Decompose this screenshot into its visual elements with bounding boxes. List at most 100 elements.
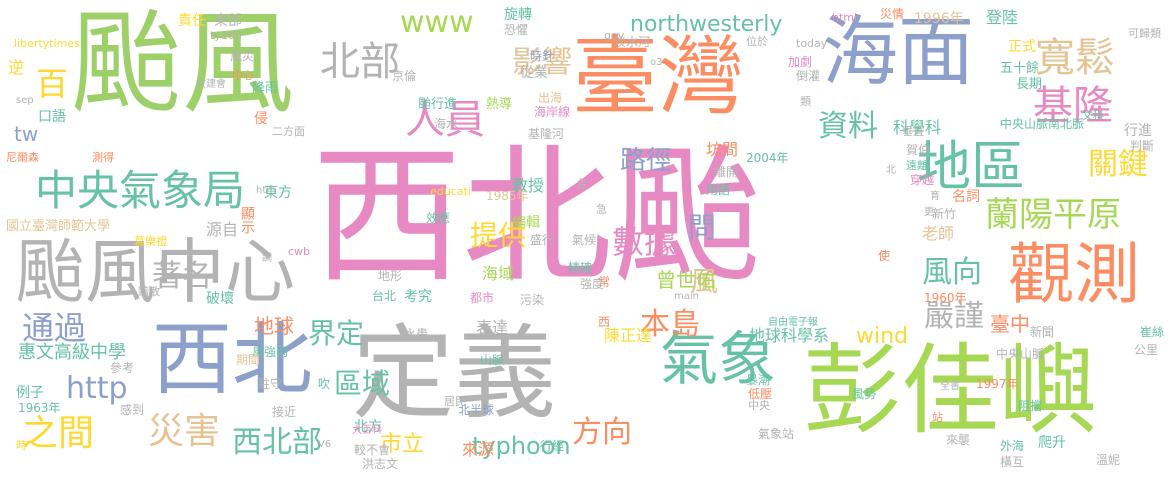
word: 更 <box>924 207 934 218</box>
word: 影響 <box>512 45 572 80</box>
word: typhoon <box>472 432 571 460</box>
word: 穿越 <box>910 173 935 187</box>
word: 居民 <box>444 395 466 408</box>
word: 氣象站 <box>758 427 795 441</box>
word: 1985年 <box>486 189 529 203</box>
word: 地球科學系 <box>749 326 830 345</box>
word: 精確 <box>568 261 593 275</box>
word: 風強雨 <box>252 345 289 359</box>
word: northwesterly <box>630 12 783 37</box>
word: gov <box>604 29 625 42</box>
word: 新聞 <box>1030 325 1055 339</box>
word: 北 <box>886 165 896 176</box>
word: 暴潮 <box>746 373 771 387</box>
word: 氣候 <box>572 233 597 247</box>
word: 人員 <box>405 97 485 143</box>
word: 表達 <box>476 318 509 337</box>
word: 山脈 <box>480 353 505 367</box>
word: 中央山脈 <box>996 347 1045 361</box>
word: 用語 <box>706 183 731 197</box>
word: tw <box>14 122 39 146</box>
word: 自由電子報 <box>768 317 818 328</box>
word: 陳正達 <box>604 326 653 345</box>
word: 颱風 <box>70 0 294 129</box>
word: 來襲 <box>946 433 971 447</box>
word: 國立臺灣師範大學 <box>6 219 111 234</box>
word: 海水 <box>434 117 459 131</box>
word: 全書 <box>940 381 960 392</box>
word: V6 <box>318 439 332 450</box>
word: 葛樂禮 <box>134 235 167 248</box>
word: 使 <box>878 249 891 263</box>
word: 逆 <box>8 58 25 77</box>
word: 行進 <box>1124 123 1152 139</box>
word: 爬升 <box>1038 435 1066 451</box>
word: 氣象 <box>660 325 777 393</box>
word: 降雨 <box>252 81 279 96</box>
word: 資料 <box>818 109 878 144</box>
word: 提供 <box>470 219 527 252</box>
word: 路徑 <box>620 146 673 176</box>
word: 測得 <box>92 151 114 164</box>
word: 時 <box>16 439 27 452</box>
word: 基隆河 <box>528 127 565 141</box>
word: 五十餘 <box>1000 61 1040 76</box>
word: 百 <box>36 65 69 103</box>
word: 中央山脈南北脈 <box>1000 117 1085 131</box>
word: sep <box>16 95 34 106</box>
word: 水患 <box>404 327 429 341</box>
word: 賀伯 <box>906 143 931 157</box>
word: 觀測 <box>1008 236 1140 313</box>
word: 2004年 <box>746 151 789 165</box>
word: 颱行進 <box>418 97 458 112</box>
word: 文科 <box>1082 109 1104 122</box>
word: 之間 <box>22 413 95 454</box>
word: 考究 <box>404 289 432 305</box>
word: 臺灣 <box>572 27 744 127</box>
word: 盛行 <box>530 233 555 247</box>
word: 洪志文 <box>362 457 399 471</box>
word: 時針 <box>530 49 555 63</box>
word: 風勢 <box>852 387 877 401</box>
word: 老師 <box>922 224 955 243</box>
word: 破壞 <box>206 291 234 307</box>
word: 溫妮 <box>1096 453 1121 467</box>
word: 名詞 <box>952 189 980 205</box>
word: 坊間 <box>706 140 739 159</box>
word: 通過 <box>22 309 87 347</box>
word: 長期 <box>1016 77 1043 92</box>
word: 西北 <box>152 313 312 406</box>
word: 東方 <box>264 185 292 201</box>
word: htm <box>256 185 276 196</box>
word: 可歸類 <box>1128 27 1161 40</box>
word: 定義 <box>352 315 556 434</box>
word: 侵 <box>254 111 268 127</box>
word: 二方面 <box>272 125 305 138</box>
word: 來源 <box>462 440 495 459</box>
word: 問 <box>688 211 717 244</box>
word: 倒灌 <box>796 69 821 83</box>
word: 垂直 <box>902 125 924 138</box>
word: 彭佳嶼 <box>803 334 1098 448</box>
word: 駐守 <box>258 377 283 391</box>
word: 著名 <box>152 259 212 294</box>
word: 吹 <box>318 377 331 391</box>
word: 遠離 <box>906 159 928 172</box>
word: 西 <box>598 315 611 329</box>
word: 旋轉 <box>504 7 532 23</box>
word: 海域 <box>482 264 515 283</box>
word: html <box>832 11 858 24</box>
word: 都市 <box>470 291 495 305</box>
word: 接近 <box>272 405 297 419</box>
word: 新竹 <box>932 207 957 221</box>
word: 顯示 <box>239 206 255 234</box>
word: 編輯 <box>512 215 540 231</box>
word: o3 <box>650 57 663 68</box>
word: 行經 <box>540 439 565 453</box>
word: 1997年 <box>976 377 1019 391</box>
word: 1996年 <box>914 11 964 27</box>
word: 北部 <box>320 39 400 85</box>
word: 恐懼 <box>504 23 529 37</box>
word: 例子 <box>16 385 44 401</box>
